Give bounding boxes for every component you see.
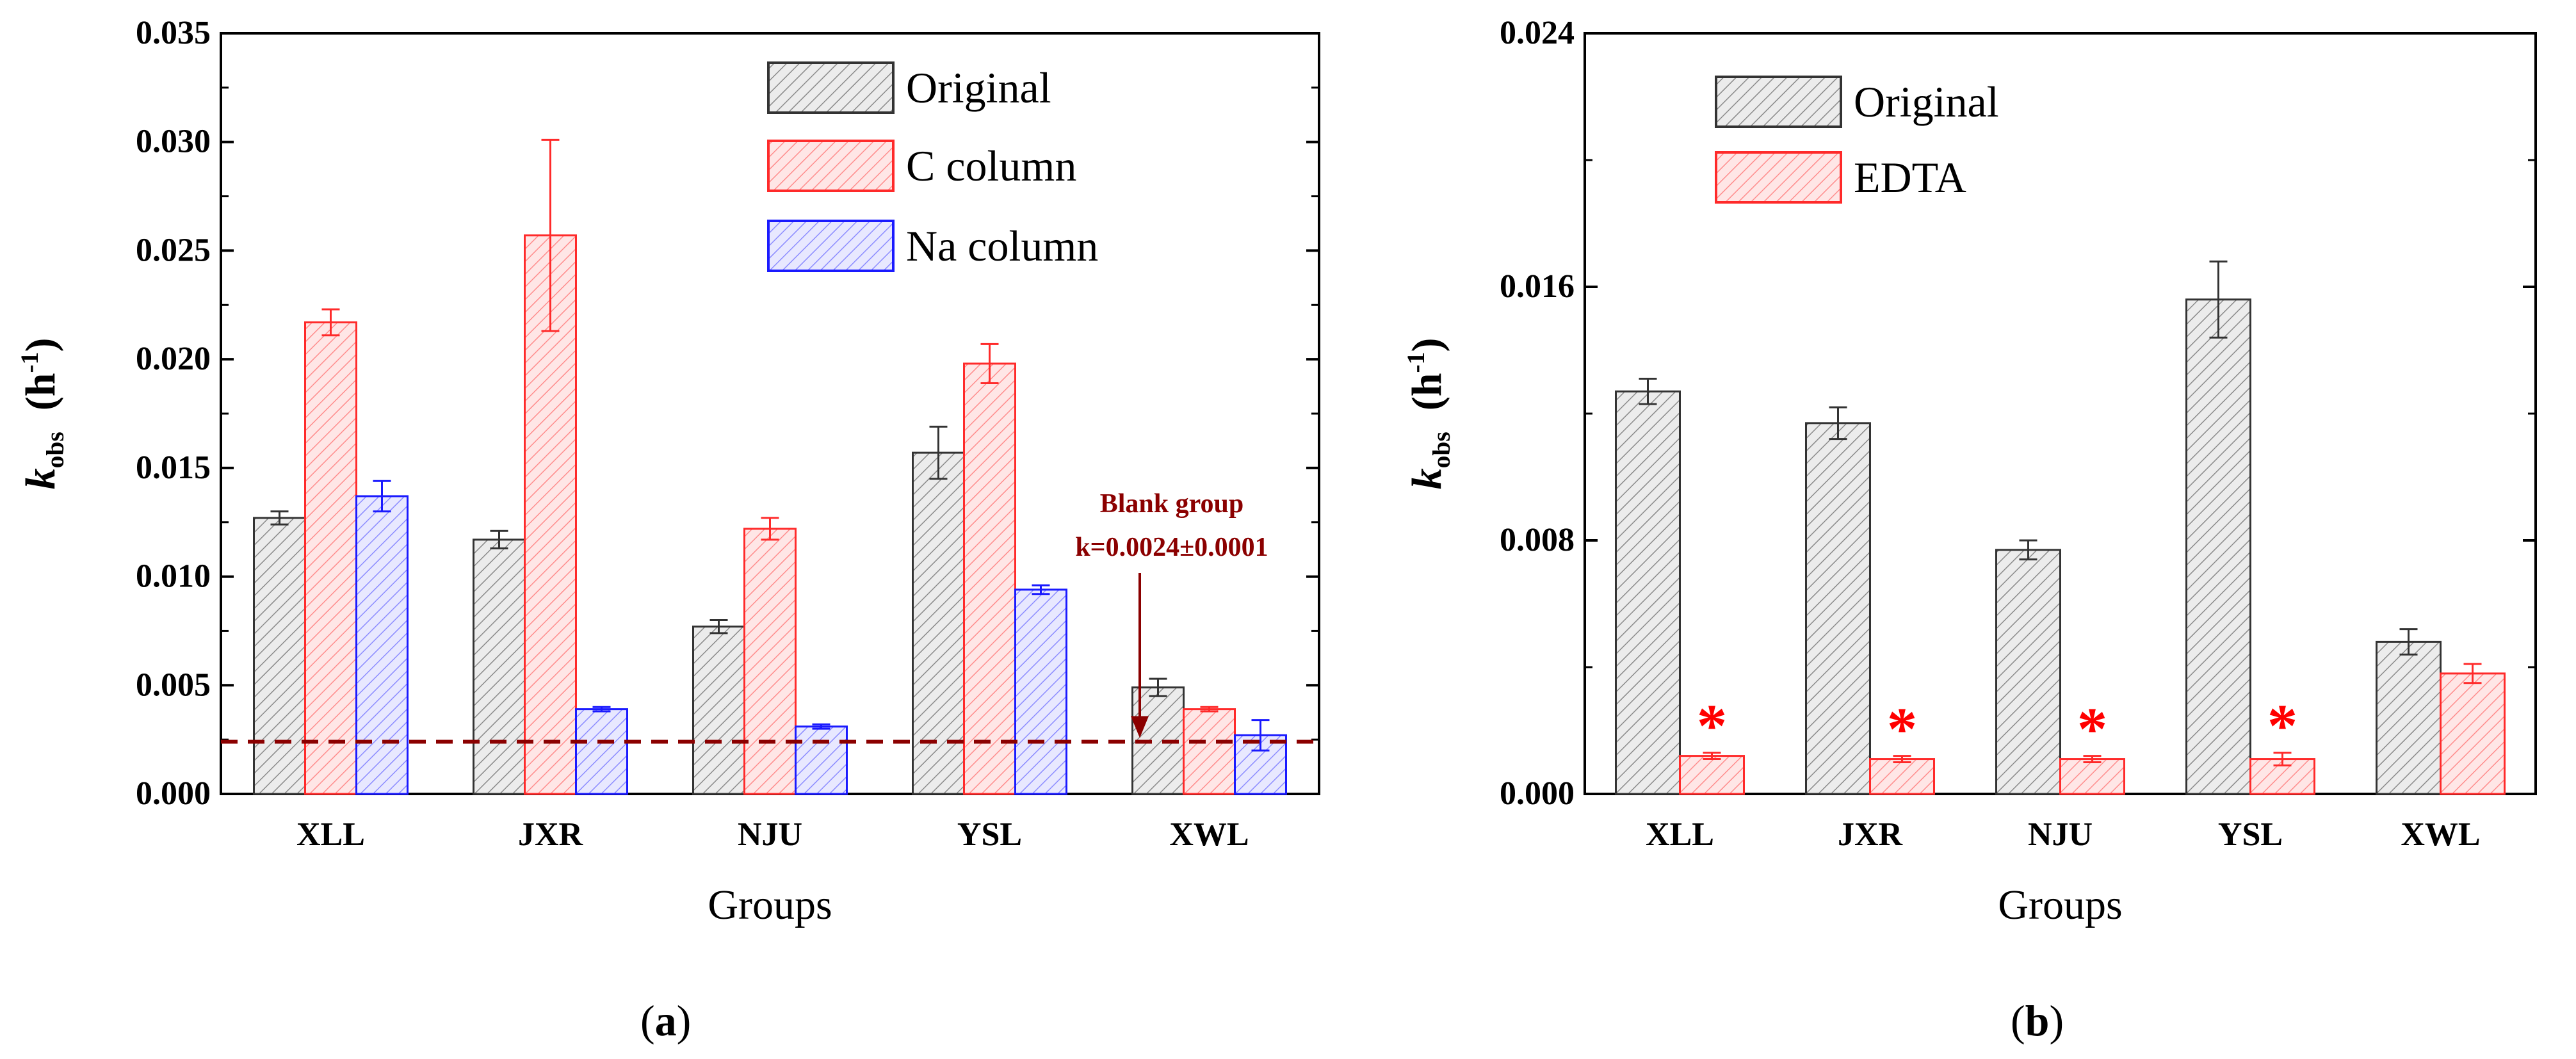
x-tick-label: YSL: [2218, 816, 2283, 853]
bar-original: [2185, 298, 2251, 795]
y-tick-label: 0.000: [1500, 775, 1575, 812]
y-tick-label: 0.005: [136, 667, 211, 703]
significance-marker: *: [1887, 695, 1918, 763]
legend-label: EDTA: [1854, 153, 1966, 202]
y-label-symbol: k: [17, 468, 64, 489]
y-label-spacer: [17, 410, 64, 432]
y-tick-label: 0.008: [1500, 522, 1575, 558]
x-tick-label: XLL: [1646, 816, 1714, 853]
y-label-unit: (h: [17, 373, 64, 411]
x-tick-label: XWL: [1169, 816, 1249, 853]
panel-label-b: (b): [2011, 996, 2064, 1045]
bar-original: [1995, 549, 2061, 795]
x-tick-label: YSL: [957, 816, 1022, 853]
bar-na-column: [575, 708, 628, 795]
legend-swatch: [767, 220, 895, 272]
chart-a: 0.000 0.005 0.010 0.015 0.020 0.025 0.030 0.035…: [15, 15, 1320, 928]
bar-original: [1615, 390, 1681, 795]
bar-edta: [2059, 758, 2125, 795]
x-tick-label: NJU: [738, 816, 802, 853]
y-tick-label: 0.035: [136, 15, 211, 51]
bar-c-column: [1183, 708, 1236, 795]
y-label-subscript: obs: [41, 432, 69, 468]
bar-original: [2376, 640, 2442, 795]
x-tick-label: NJU: [2028, 816, 2093, 853]
bar-c-column: [304, 321, 357, 795]
bar-na-column: [355, 495, 409, 795]
x-axis-label: Groups: [708, 882, 832, 928]
bar-original: [253, 517, 306, 795]
y-label-symbol: k: [1404, 468, 1450, 489]
y-label-unit-close: ): [1404, 338, 1450, 352]
y-label-unit-close: ): [17, 338, 64, 352]
y-tick-label: 0.016: [1500, 268, 1575, 305]
y-axis-label: kobs (h-1): [1402, 338, 1455, 490]
y-tick-label: 0.024: [1500, 15, 1575, 51]
y-tick-label: 0.020: [136, 341, 211, 377]
legend-swatch: [767, 61, 895, 114]
legend-label: Na column: [906, 222, 1098, 270]
x-tick-label: JXR: [518, 816, 584, 853]
bar-c-column: [743, 528, 797, 795]
chart-b: 0.000 0.008 0.016 0.024 XLL * JXR * NJU * YSL * XWL G…: [1402, 15, 2537, 928]
legend-swatch: [1715, 151, 1842, 204]
y-label-spacer: [1404, 410, 1450, 432]
bar-original: [692, 626, 745, 795]
panel-label-a: (a): [640, 996, 692, 1045]
bar-na-column: [1234, 734, 1287, 795]
y-tick-label: 0.015: [136, 449, 211, 486]
significance-marker: *: [2267, 692, 2298, 760]
bar-edta: [1869, 758, 1935, 795]
annotation-line2: k=0.0024±0.0001: [1075, 533, 1268, 562]
y-tick-label: 0.010: [136, 558, 211, 595]
y-tick-label: 0.000: [136, 775, 211, 812]
x-tick-label: XWL: [2401, 816, 2480, 853]
bar-c-column: [963, 362, 1016, 795]
y-label-subscript: obs: [1427, 432, 1455, 468]
bar-edta: [2249, 758, 2315, 795]
bar-original: [1805, 422, 1871, 795]
bar-na-column: [1014, 588, 1067, 795]
x-tick-label: JXR: [1838, 816, 1904, 853]
y-axis-label: kobs (h-1): [15, 338, 69, 490]
y-label-superscript: -1: [15, 352, 44, 373]
x-tick-label: XLL: [296, 816, 365, 853]
significance-marker: *: [2077, 695, 2108, 763]
y-tick-label: 0.025: [136, 232, 211, 268]
annotation-arrow-head: [1131, 716, 1149, 738]
bar-na-column: [795, 725, 848, 795]
legend-swatch: [767, 140, 895, 192]
annotation-line1: Blank group: [1100, 489, 1244, 519]
legend-label: C column: [906, 141, 1076, 190]
bar-original: [473, 538, 526, 795]
y-tick-label: 0.030: [136, 124, 211, 160]
legend-label: Original: [906, 63, 1051, 112]
legend-label: Original: [1854, 77, 1999, 126]
y-label-unit: (h: [1404, 373, 1450, 411]
legend-swatch: [1715, 76, 1842, 128]
x-axis-label: Groups: [1998, 882, 2122, 928]
y-label-superscript: -1: [1402, 352, 1430, 373]
bar-edta: [2440, 672, 2506, 795]
bar-edta: [1679, 755, 1745, 795]
significance-marker: *: [1697, 692, 1728, 760]
